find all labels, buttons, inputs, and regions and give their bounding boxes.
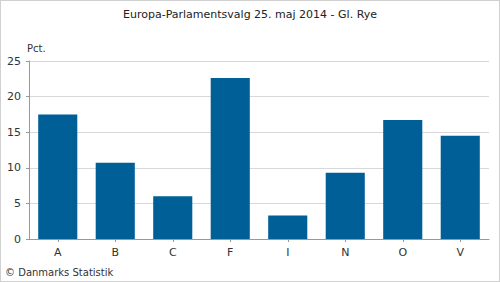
svg-text:N: N	[341, 246, 349, 259]
svg-text:B: B	[111, 246, 119, 259]
svg-text:F: F	[227, 246, 233, 259]
svg-text:15: 15	[7, 126, 21, 139]
svg-text:10: 10	[7, 161, 21, 174]
svg-text:Pct.: Pct.	[27, 43, 46, 54]
svg-text:5: 5	[14, 197, 21, 210]
svg-text:Europa-Parlamentsvalg 25. maj: Europa-Parlamentsvalg 25. maj 2014 - Gl.…	[123, 8, 377, 21]
svg-text:A: A	[54, 246, 62, 259]
svg-text:0: 0	[14, 233, 21, 246]
svg-text:20: 20	[7, 90, 21, 103]
svg-text:I: I	[286, 246, 289, 259]
svg-text:O: O	[398, 246, 407, 259]
svg-text:V: V	[456, 246, 464, 259]
svg-text:© Danmarks Statistik: © Danmarks Statistik	[5, 267, 114, 278]
svg-text:C: C	[169, 246, 177, 259]
svg-text:25: 25	[7, 55, 21, 68]
